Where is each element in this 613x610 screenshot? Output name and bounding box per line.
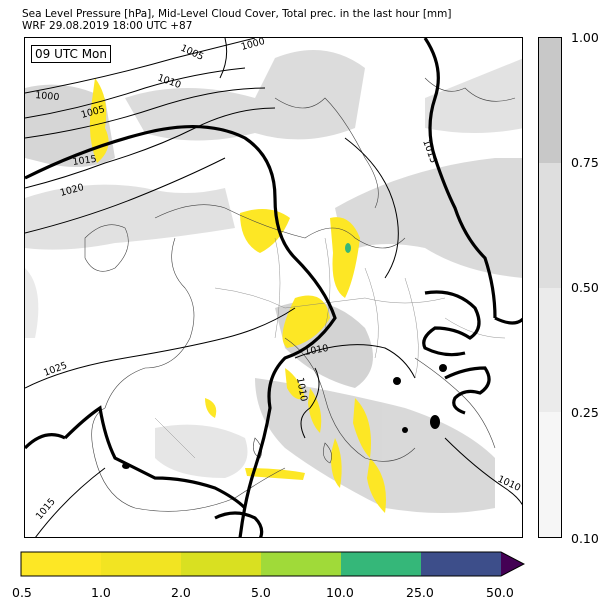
isobars-1015 — [25, 38, 522, 537]
chart-title-line1: Sea Level Pressure [hPa], Mid-Level Clou… — [22, 8, 452, 20]
precip-tick-label: 10.0 — [326, 585, 354, 600]
isobar-label: 1025 — [42, 360, 68, 379]
isobar-label: 1010 — [304, 343, 330, 358]
cloud-band-top — [539, 38, 561, 163]
precip-band-2 — [101, 552, 181, 576]
precip-extend-arrow — [501, 552, 524, 576]
chart-title-line2: WRF 29.08.2019 18:00 UTC +87 — [22, 20, 193, 32]
isobar-label: 1000 — [35, 90, 60, 103]
cloud-tick-label: 0.25 — [571, 405, 599, 420]
cloud-band-2 — [539, 162, 561, 288]
precipitation-heavy — [345, 243, 351, 253]
isobars-1015-islands — [122, 364, 447, 469]
cloud-tick-label: 1.00 — [571, 30, 599, 45]
cloud-band-bottom — [539, 412, 561, 537]
precip-band-5 — [341, 552, 421, 576]
precip-band-4 — [261, 552, 341, 576]
precip-tick-label: 1.0 — [91, 585, 111, 600]
isobar-label: 1015 — [72, 154, 97, 168]
cloud-cover-colorbar — [538, 37, 562, 538]
precip-band-3 — [181, 552, 261, 576]
precip-tick-label: 0.5 — [12, 585, 32, 600]
isobar-label: 1010 — [156, 72, 182, 91]
precip-colorbar-outline — [20, 551, 526, 577]
isobar-label: 1015 — [420, 138, 439, 164]
isobar-label: 1005 — [179, 43, 206, 63]
precip-colorbar — [20, 551, 526, 577]
isobar-label: 1015 — [34, 496, 58, 522]
isobar-label: 1000 — [240, 38, 266, 53]
precip-tick-label: 2.0 — [171, 585, 191, 600]
precip-tick-label: 5.0 — [251, 585, 271, 600]
forecast-time-label: 09 UTC Mon — [31, 45, 111, 63]
weather-map: 1005 1000 1010 1000 1005 1015 1020 1025 … — [24, 37, 523, 538]
precip-band-1 — [21, 552, 101, 576]
precip-tick-label: 25.0 — [406, 585, 434, 600]
isobar-label: 1010 — [294, 377, 309, 403]
cloud-tick-label: 0.10 — [571, 531, 599, 546]
precip-tick-label: 50.0 — [486, 585, 514, 600]
map-canvas: 1005 1000 1010 1000 1005 1015 1020 1025 … — [25, 38, 522, 537]
cloud-tick-label: 0.75 — [571, 155, 599, 170]
cloud-band-3 — [539, 287, 561, 413]
cloud-tick-label: 0.50 — [571, 280, 599, 295]
precip-colorbar-svg — [20, 551, 526, 577]
isobars-thin — [25, 38, 522, 537]
precip-band-6 — [421, 552, 501, 576]
